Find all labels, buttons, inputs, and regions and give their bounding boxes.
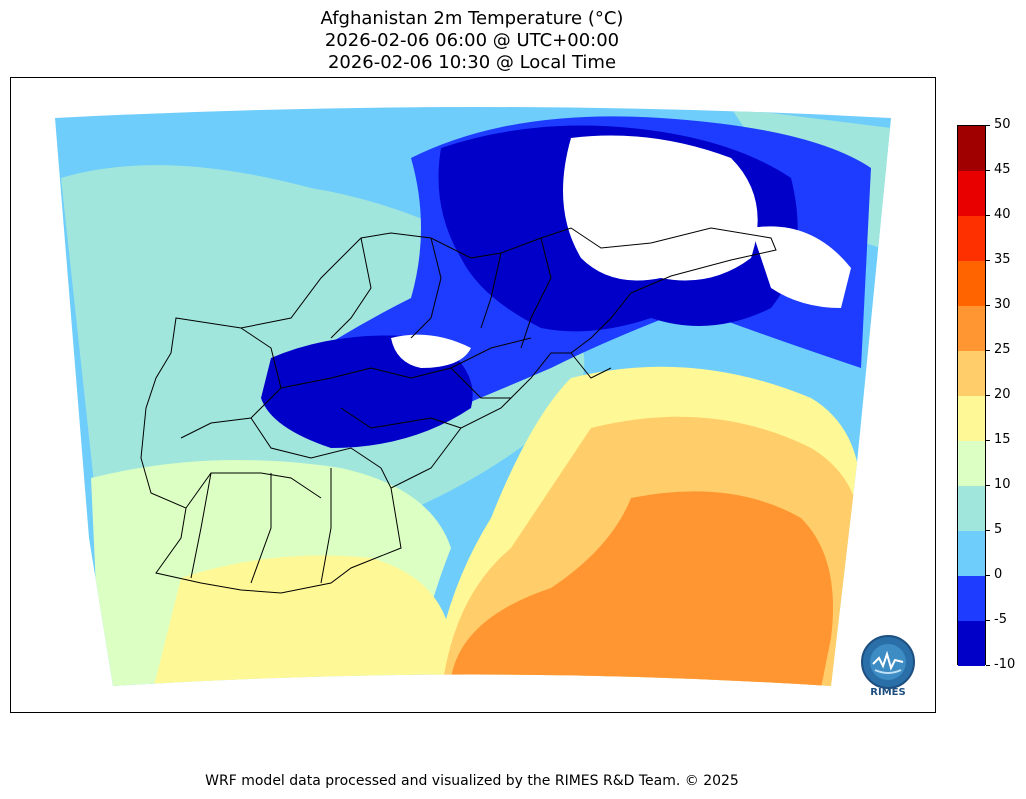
- logo-text: RIMES: [870, 687, 905, 698]
- field-below-minus10: [563, 135, 758, 281]
- colorbar-tick-label: 45: [994, 162, 1011, 177]
- colorbar-tick: [986, 125, 990, 126]
- colorbar-tick: [986, 305, 990, 306]
- colorbar-tick: [986, 170, 990, 171]
- rimes-logo: RIMES: [855, 632, 921, 698]
- colorbar-tick-label: 35: [994, 252, 1011, 267]
- province-border: [250, 473, 272, 584]
- colorbar-tick-label: 10: [994, 477, 1011, 492]
- logo-wave: [872, 650, 904, 671]
- colorbar-segment: [958, 261, 985, 306]
- colorbar-segment: [958, 621, 985, 666]
- colorbar-tick-label: 40: [994, 207, 1011, 222]
- field-below-minus10-east: [751, 226, 851, 308]
- colorbar-segment: [958, 351, 985, 396]
- colorbar-segment: [958, 441, 985, 486]
- colorbar-tick-label: 30: [994, 297, 1011, 312]
- map-title: Afghanistan 2m Temperature (°C): [320, 8, 624, 29]
- province-border: [190, 472, 212, 579]
- colorbar-segment: [958, 216, 985, 261]
- colorbar-tick-label: 15: [994, 432, 1011, 447]
- province-border: [450, 367, 511, 399]
- map-subtitle-local: 2026-02-06 10:30 @ Local Time: [327, 52, 617, 73]
- province-border: [570, 352, 612, 379]
- map-panel: [10, 77, 936, 713]
- province-border: [340, 407, 462, 429]
- colorbar-tick-label: -10: [994, 657, 1016, 672]
- province-border: [380, 467, 392, 489]
- field-15-20-southwest: [151, 555, 451, 686]
- colorbar-tick: [986, 215, 990, 216]
- colorbar-tick: [986, 665, 990, 666]
- colorbar-tick: [986, 620, 990, 621]
- province-border: [180, 327, 282, 439]
- afghanistan-outline: [140, 227, 777, 594]
- colorbar-segment: [958, 396, 985, 441]
- province-border: [480, 252, 502, 329]
- colorbar-segment: [958, 486, 985, 531]
- field-below-minus10-central: [391, 334, 471, 368]
- colorbar-tick-label: 20: [994, 387, 1011, 402]
- colorbar-segment: [958, 171, 985, 216]
- temperature-colorbar: [957, 125, 986, 666]
- province-border: [250, 417, 382, 469]
- province-border: [280, 337, 532, 389]
- colorbar-segment: [958, 531, 985, 576]
- footer-credit: WRF model data processed and visualized …: [205, 773, 739, 789]
- colorbar-segment: [958, 126, 985, 171]
- colorbar-tick: [986, 485, 990, 486]
- colorbar-tick: [986, 350, 990, 351]
- province-border: [410, 237, 442, 339]
- colorbar-tick: [986, 260, 990, 261]
- province-border: [185, 472, 322, 509]
- colorbar-segment: [958, 576, 985, 621]
- map-subtitle-utc: 2026-02-06 06:00 @ UTC+00:00: [324, 30, 620, 51]
- colorbar-tick: [986, 395, 990, 396]
- colorbar-tick-label: 25: [994, 342, 1011, 357]
- colorbar-tick: [986, 440, 990, 441]
- colorbar-segment: [958, 306, 985, 351]
- province-border: [330, 237, 372, 339]
- logo-water: [874, 669, 902, 674]
- afghanistan-boundaries: [140, 227, 777, 594]
- colorbar-tick-label: 5: [994, 522, 1003, 537]
- colorbar-tick-label: 50: [994, 117, 1011, 132]
- colorbar-tick-label: -5: [994, 612, 1007, 627]
- field-25-30: [451, 491, 833, 686]
- province-border: [320, 468, 332, 584]
- colorbar-tick: [986, 575, 990, 576]
- province-border: [520, 237, 552, 349]
- colorbar-tick-label: 0: [994, 567, 1003, 582]
- temperature-field-map: [55, 107, 891, 686]
- colorbar-tick: [986, 530, 990, 531]
